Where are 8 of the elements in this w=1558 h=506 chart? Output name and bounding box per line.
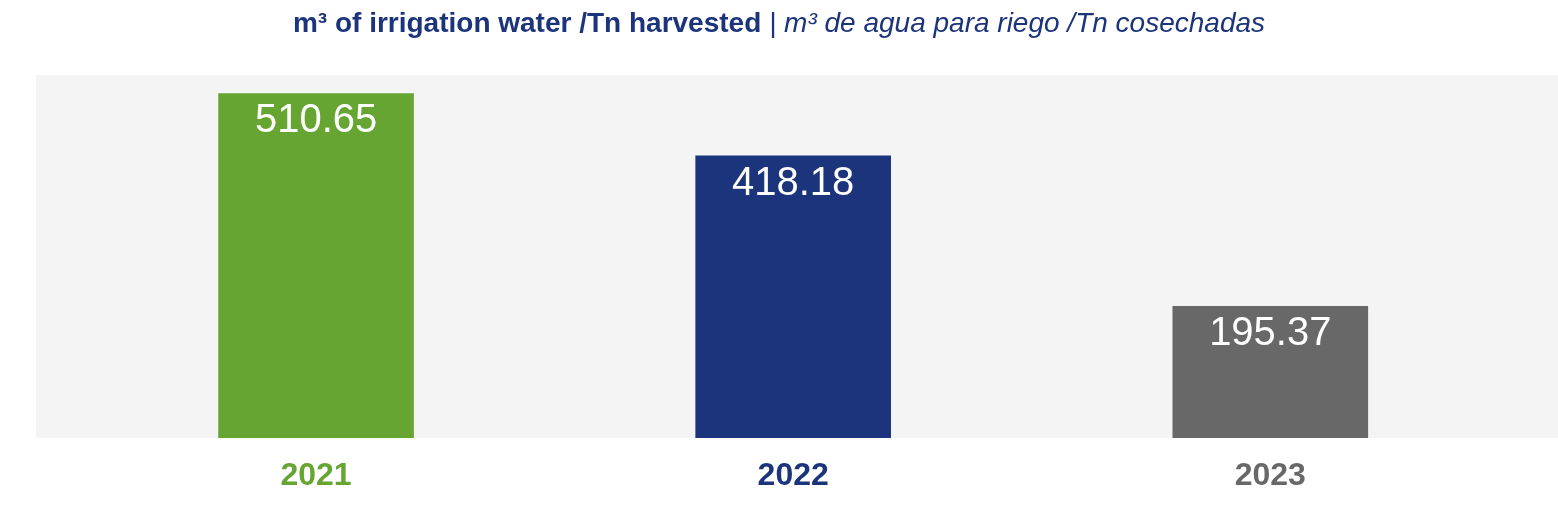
- chart-subtitle: | m³ de agua para riego /Tn cosechadas: [769, 7, 1266, 39]
- data-label: 510.65: [254, 96, 378, 141]
- x-tick-label: 2023: [1234, 456, 1306, 492]
- data-label: 195.37: [1209, 309, 1332, 354]
- chart-title: m³ of irrigation water /Tn harvested: [292, 7, 762, 39]
- x-tick-label: 2021: [280, 456, 352, 492]
- x-tick-label: 2022: [757, 456, 829, 492]
- data-label: 418.18: [732, 158, 855, 203]
